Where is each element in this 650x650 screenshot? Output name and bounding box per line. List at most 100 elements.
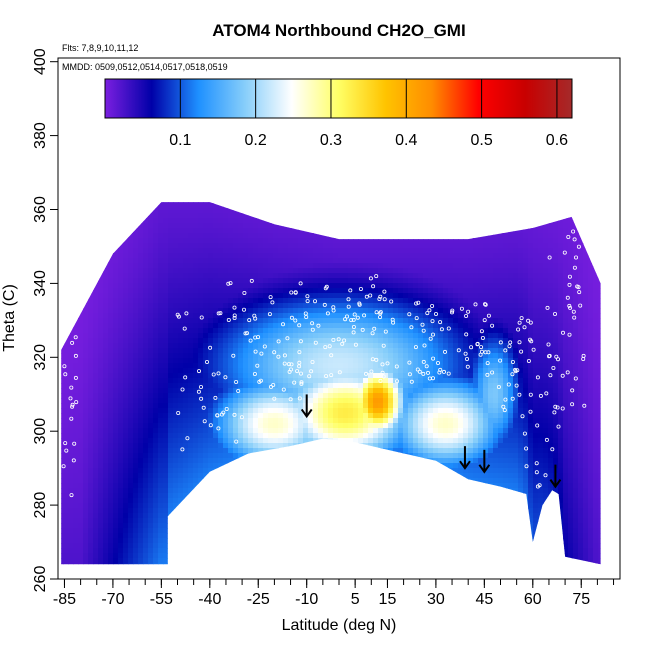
heatmap-cell: [263, 173, 269, 179]
heatmap-cell: [243, 363, 249, 369]
heatmap-cell: [93, 418, 99, 424]
heatmap-cell: [163, 268, 169, 274]
heatmap-cell: [283, 208, 289, 214]
heatmap-cell: [248, 68, 254, 74]
heatmap-cell: [218, 183, 224, 189]
heatmap-cell: [283, 218, 289, 224]
heatmap-cell: [93, 458, 99, 464]
heatmap-cell: [63, 498, 69, 504]
heatmap-cell: [238, 508, 244, 514]
heatmap-cell: [153, 243, 159, 249]
heatmap-cell: [268, 63, 274, 69]
heatmap-cell: [283, 273, 289, 279]
heatmap-cell: [228, 368, 234, 374]
heatmap-cell: [158, 273, 164, 279]
heatmap-cell: [173, 318, 179, 324]
heatmap-cell: [178, 303, 184, 309]
heatmap-cell: [98, 483, 104, 489]
heatmap-cell: [223, 403, 229, 409]
heatmap-cell: [198, 163, 204, 169]
heatmap-cell: [233, 503, 239, 509]
heatmap-cell: [268, 563, 274, 565]
heatmap-cell: [63, 168, 69, 174]
heatmap-cell: [193, 553, 199, 559]
heatmap-cell: [238, 458, 244, 464]
heatmap-cell: [278, 243, 284, 249]
heatmap-cell: [133, 173, 139, 179]
heatmap-cell: [163, 193, 169, 199]
heatmap-cell: [238, 133, 244, 139]
heatmap-cell: [173, 118, 179, 124]
heatmap-cell: [213, 478, 219, 484]
heatmap-cell: [198, 298, 204, 304]
heatmap-cell: [223, 473, 229, 479]
heatmap-cell: [88, 528, 94, 534]
heatmap-cell: [193, 273, 199, 279]
heatmap-cell: [283, 283, 289, 289]
heatmap-cell: [143, 473, 149, 479]
heatmap-cell: [173, 308, 179, 314]
heatmap-cell: [143, 248, 149, 254]
heatmap-cell: [208, 483, 214, 489]
heatmap-cell: [133, 348, 139, 354]
heatmap-cell: [248, 238, 254, 244]
heatmap-cell: [178, 478, 184, 484]
heatmap-cell: [93, 202, 99, 204]
heatmap-cell: [158, 438, 164, 444]
heatmap-cell: [78, 253, 84, 259]
heatmap-cell: [143, 203, 149, 209]
heatmap-cell: [113, 128, 119, 134]
heatmap-cell: [123, 303, 129, 309]
heatmap-cell: [123, 118, 129, 124]
heatmap-cell: [158, 298, 164, 304]
heatmap-cell: [253, 163, 259, 169]
heatmap-cell: [223, 568, 229, 574]
heatmap-cell: [233, 203, 239, 209]
heatmap-cell: [63, 78, 69, 84]
heatmap-cell: [208, 413, 214, 419]
heatmap-cell: [113, 143, 119, 149]
heatmap-cell: [253, 488, 259, 494]
heatmap-cell: [168, 263, 174, 269]
heatmap-cell: [98, 453, 104, 459]
heatmap-cell: [93, 138, 99, 144]
heatmap-cell: [213, 328, 219, 334]
heatmap-cell: [228, 202, 234, 204]
heatmap-cell: [213, 173, 219, 179]
heatmap-cell: [248, 178, 254, 184]
heatmap-cell: [143, 293, 149, 299]
heatmap-cell: [88, 513, 94, 519]
heatmap-cell: [153, 423, 159, 429]
heatmap-cell: [58, 138, 64, 144]
heatmap-cell: [198, 303, 204, 309]
heatmap-cell: [233, 158, 239, 164]
heatmap-cell: [268, 533, 274, 539]
heatmap-cell: [268, 493, 274, 499]
heatmap-cell: [253, 203, 259, 209]
heatmap-cell: [258, 548, 264, 554]
heatmap-cell: [88, 228, 94, 234]
heatmap-cell: [208, 378, 214, 384]
heatmap-cell: [133, 183, 139, 189]
heatmap-cell: [268, 363, 274, 369]
heatmap-cell: [163, 518, 169, 524]
heatmap-cell: [228, 508, 234, 514]
heatmap-cell: [123, 418, 129, 424]
heatmap-cell: [208, 518, 214, 524]
heatmap-cell: [218, 533, 224, 539]
heatmap-cell: [278, 263, 284, 269]
heatmap-cell: [263, 283, 269, 289]
heatmap-cell: [58, 128, 64, 134]
heatmap-cell: [213, 163, 219, 169]
heatmap-cell: [213, 398, 219, 404]
heatmap-cell: [253, 273, 259, 279]
heatmap-cell: [248, 228, 254, 234]
heatmap-cell: [73, 273, 79, 279]
heatmap-cell: [93, 468, 99, 474]
heatmap-cell: [233, 373, 239, 379]
heatmap-cell: [123, 363, 129, 369]
heatmap-cell: [128, 333, 134, 339]
heatmap-cell: [68, 548, 74, 554]
heatmap-cell: [138, 123, 144, 129]
heatmap-cell: [108, 193, 114, 199]
